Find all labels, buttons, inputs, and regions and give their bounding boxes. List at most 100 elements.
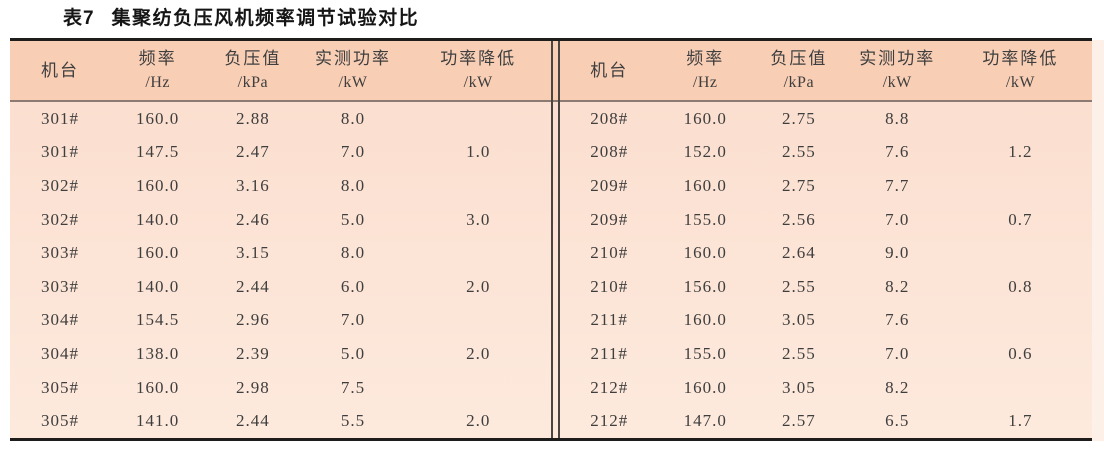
table-row: 211# 160.0 3.05 7.6 bbox=[560, 304, 1092, 338]
table-cell: 304# bbox=[41, 310, 80, 330]
table-row: 304# 138.0 2.39 5.0 2.0 bbox=[10, 337, 551, 371]
table-cell: 303# bbox=[41, 243, 80, 263]
table-cell: 2.55 bbox=[781, 142, 816, 162]
table-cell: 209# bbox=[590, 209, 629, 229]
column-header-unit: /kW bbox=[338, 74, 368, 91]
table-cell: 8.0 bbox=[340, 108, 366, 128]
table-cell: 302# bbox=[41, 209, 80, 229]
table-cell: 2.44 bbox=[236, 276, 270, 296]
table-cell: 5.5 bbox=[340, 411, 366, 431]
table-cell: 305# bbox=[41, 411, 80, 431]
table-cell: 6.5 bbox=[885, 411, 910, 431]
table-cell: 2.47 bbox=[236, 142, 270, 162]
table-row: 305# 160.0 2.98 7.5 bbox=[10, 371, 551, 405]
table-cell: 208# bbox=[590, 142, 629, 162]
table-cell: 7.0 bbox=[340, 142, 366, 162]
table-cell: 209# bbox=[590, 175, 629, 195]
table-cell: 208# bbox=[590, 108, 629, 128]
table-cell: 304# bbox=[41, 343, 80, 363]
table-row: 303# 160.0 3.15 8.0 bbox=[10, 236, 551, 270]
table-cell: 211# bbox=[590, 343, 628, 363]
table-cell: 211# bbox=[590, 310, 628, 330]
table-cell: 140.0 bbox=[136, 276, 180, 296]
table-cell: 3.05 bbox=[781, 377, 816, 397]
table-cell: 2.98 bbox=[236, 377, 270, 397]
table-cell: 7.0 bbox=[885, 343, 910, 363]
table-cell: 303# bbox=[41, 276, 80, 296]
column-header-label: 功率降低 bbox=[982, 49, 1059, 68]
table-row: 209# 160.0 2.75 7.7 bbox=[560, 169, 1092, 203]
table-cell: 147.0 bbox=[683, 411, 727, 431]
table-cell: 8.2 bbox=[885, 377, 910, 397]
table-cell: 7.6 bbox=[885, 310, 910, 330]
table-cell: 3.0 bbox=[466, 209, 491, 229]
table-cell: 2.46 bbox=[236, 209, 270, 229]
table-cell: 0.8 bbox=[1008, 276, 1033, 296]
table-cell: 160.0 bbox=[136, 175, 180, 195]
column-header-frequency: 频率/Hz bbox=[110, 41, 205, 100]
table-cell: 3.15 bbox=[236, 243, 270, 263]
column-header-frequency: 频率/Hz bbox=[658, 41, 752, 100]
table-row: 303# 140.0 2.44 6.0 2.0 bbox=[10, 270, 551, 304]
table-row: 304# 154.5 2.96 7.0 bbox=[10, 304, 551, 338]
table-cell: 160.0 bbox=[683, 175, 727, 195]
table-cell: 301# bbox=[41, 108, 80, 128]
column-header-unit: /kW bbox=[463, 74, 493, 91]
table-row: 208# 152.0 2.55 7.6 1.2 bbox=[560, 136, 1092, 170]
double-rule-divider bbox=[551, 41, 560, 438]
table-cell: 2.88 bbox=[236, 108, 270, 128]
table-cell: 2.55 bbox=[781, 343, 816, 363]
table-caption: 表7 集聚纺负压风机频率调节试验对比 bbox=[63, 6, 419, 32]
column-header-unit: /kW bbox=[1005, 74, 1035, 91]
column-header-pressure: 负压值/kPa bbox=[205, 41, 300, 100]
table-cell: 140.0 bbox=[136, 209, 180, 229]
table-cell: 6.0 bbox=[340, 276, 366, 296]
table-row: 211# 155.0 2.55 7.0 0.6 bbox=[560, 337, 1092, 371]
table-cell: 5.0 bbox=[340, 209, 366, 229]
table-cell: 1.0 bbox=[466, 142, 491, 162]
table-row: 209# 155.0 2.56 7.0 0.7 bbox=[560, 203, 1092, 237]
table-cell: 2.44 bbox=[236, 411, 270, 431]
column-header-label: 实测功率 bbox=[314, 49, 391, 68]
table-cell: 160.0 bbox=[136, 243, 180, 263]
table-cell: 8.0 bbox=[340, 243, 366, 263]
table-cell: 7.5 bbox=[340, 377, 366, 397]
table-cell: 5.0 bbox=[340, 343, 366, 363]
table-cell: 1.7 bbox=[1008, 411, 1033, 431]
column-header-unit: /kPa bbox=[783, 74, 815, 91]
table-cell: 155.0 bbox=[683, 209, 727, 229]
table-cell: 152.0 bbox=[683, 142, 727, 162]
table-cell: 302# bbox=[41, 175, 80, 195]
table-cell: 1.2 bbox=[1008, 142, 1033, 162]
table-cell: 160.0 bbox=[683, 243, 727, 263]
table-cell: 2.39 bbox=[236, 343, 270, 363]
table-cell: 160.0 bbox=[683, 108, 727, 128]
table-cell: 212# bbox=[590, 377, 629, 397]
column-header-label: 机台 bbox=[41, 61, 80, 80]
column-header-pressure: 负压值/kPa bbox=[752, 41, 846, 100]
table-body: 208# 160.0 2.75 8.8 208# 152.0 2.55 7.6 1.2 209# 1… bbox=[560, 102, 1092, 438]
table-cell: 3.05 bbox=[781, 310, 816, 330]
table-cell: 2.0 bbox=[466, 343, 491, 363]
table-header-row: 机台 频率/Hz 负压值/kPa 实测功率/kW 功率降低/kW bbox=[10, 41, 551, 102]
table-cell: 2.0 bbox=[466, 411, 491, 431]
column-header-label: 负压值 bbox=[224, 49, 282, 68]
table-cell: 160.0 bbox=[683, 377, 727, 397]
table-cell: 2.96 bbox=[236, 310, 270, 330]
column-header-machine: 机台 bbox=[560, 41, 658, 100]
table-cell: 2.56 bbox=[781, 209, 816, 229]
table-cell: 8.0 bbox=[340, 175, 366, 195]
column-header-machine: 机台 bbox=[10, 41, 110, 100]
table-row: 210# 160.0 2.64 9.0 bbox=[560, 236, 1092, 270]
table-body: 301# 160.0 2.88 8.0 301# 147.5 2.47 7.0 1.0 302# 1… bbox=[10, 102, 551, 438]
table-row: 302# 140.0 2.46 5.0 3.0 bbox=[10, 203, 551, 237]
table-row: 212# 147.0 2.57 6.5 1.7 bbox=[560, 404, 1092, 438]
table-row: 212# 160.0 3.05 8.2 bbox=[560, 371, 1092, 405]
table-cell: 2.75 bbox=[781, 175, 816, 195]
table-header-row: 机台 频率/Hz 负压值/kPa 实测功率/kW 功率降低/kW bbox=[560, 41, 1092, 102]
column-header-power-reduction: 功率降低/kW bbox=[949, 41, 1092, 100]
column-header-label: 功率降低 bbox=[440, 49, 517, 68]
column-header-label: 频率 bbox=[138, 49, 177, 68]
table-row: 302# 160.0 3.16 8.0 bbox=[10, 169, 551, 203]
column-header-unit: /Hz bbox=[692, 74, 718, 91]
